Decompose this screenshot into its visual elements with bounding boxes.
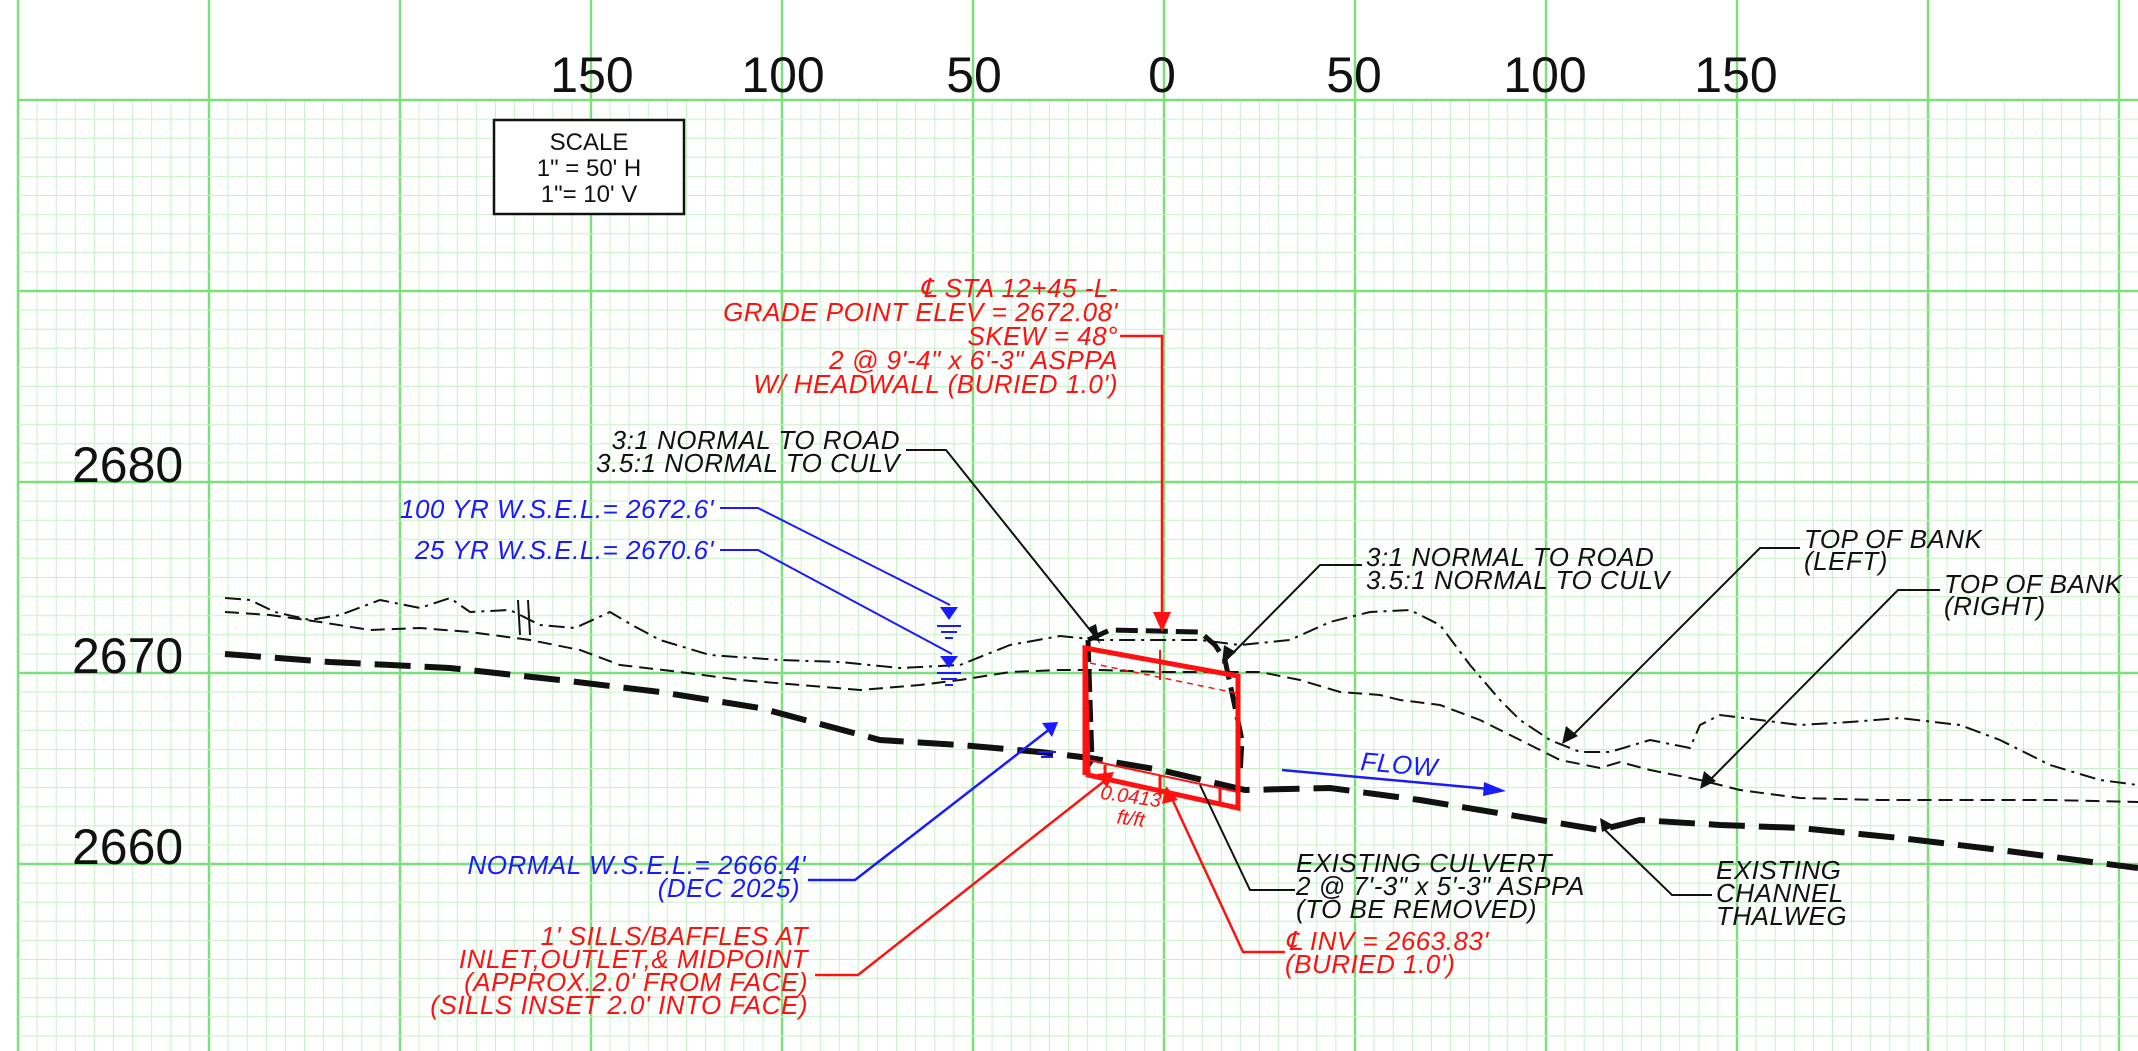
x-tick-label: 50 — [1326, 47, 1382, 103]
x-tick-label: 100 — [741, 47, 824, 103]
scale-vertical: 1"= 10' V — [541, 181, 638, 208]
invert-buried: (BURIED 1.0') — [1285, 949, 1455, 979]
slope-units: ft/ft — [1116, 806, 1148, 832]
scale-title: SCALE — [550, 129, 629, 156]
normal-wsel-note: NORMAL W.S.E.L.= 2666.4' (DEC 2025) — [468, 850, 807, 903]
sills-line-3: (APPROX.2.0' FROM FACE) — [464, 967, 808, 997]
thalweg-line-3: THALWEG — [1716, 901, 1847, 931]
grade-point-culvert-size: 2 @ 9'-4" x 6'-3" ASPPA — [828, 345, 1118, 375]
top-of-bank-left-line — [224, 596, 2138, 786]
x-tick-label: 0 — [1148, 47, 1176, 103]
x-tick-label: 50 — [946, 47, 1002, 103]
grade-point-note: ℄ STA 12+45 -L- GRADE POINT ELEV = 2672.… — [723, 273, 1118, 399]
top-of-bank-right-line — [224, 611, 2138, 803]
grid — [16, 0, 2138, 1051]
existing-culvert-note: EXISTING CULVERT 2 @ 7'-3" x 5'-3" ASPPA… — [1295, 848, 1585, 924]
normal-wsel-value: NORMAL W.S.E.L.= 2666.4' — [468, 850, 807, 880]
top-of-bank-left-title: TOP OF BANK — [1804, 524, 1984, 554]
existing-culvert-size: 2 @ 7'-3" x 5'-3" ASPPA — [1295, 871, 1585, 901]
sills-line-2: INLET,OUTLET,& MIDPOINT — [459, 944, 810, 974]
top-of-bank-left-note: TOP OF BANK (LEFT) — [1804, 524, 1984, 576]
invert-note: ℄ INV = 2663.83' (BURIED 1.0') — [1285, 926, 1489, 979]
top-of-bank-right-note: TOP OF BANK (RIGHT) — [1944, 569, 2124, 621]
y-tick-label: 2680 — [72, 437, 183, 493]
water-surface-symbols — [937, 607, 1056, 758]
grade-point-elevation: GRADE POINT ELEV = 2672.08' — [723, 297, 1118, 327]
existing-culvert-status: (TO BE REMOVED) — [1296, 894, 1537, 924]
grade-point-headwall: W/ HEADWALL (BURIED 1.0') — [753, 369, 1118, 399]
wsel-25-year: 25 YR W.S.E.L.= 2670.6' — [414, 535, 715, 565]
top-of-bank-right-title: TOP OF BANK — [1944, 569, 2124, 599]
normal-wsel-date: (DEC 2025) — [658, 873, 800, 903]
slope-left-culv: 3.5:1 NORMAL TO CULV — [596, 448, 902, 478]
invert-elevation: ℄ INV = 2663.83' — [1285, 926, 1489, 956]
sills-line-1: 1' SILLS/BAFFLES AT — [541, 921, 810, 951]
ground-lines — [224, 596, 2138, 871]
x-tick-label: 100 — [1503, 47, 1586, 103]
grade-point-station: ℄ STA 12+45 -L- — [920, 273, 1118, 303]
top-of-bank-left-side: (LEFT) — [1804, 546, 1888, 576]
y-axis-labels: 2680 2670 2660 — [72, 437, 183, 875]
thalweg-line-2: CHANNEL — [1716, 878, 1844, 908]
sills-note: 1' SILLS/BAFFLES AT INLET,OUTLET,& MIDPO… — [430, 921, 809, 1020]
slope-right-road: 3:1 NORMAL TO ROAD — [1366, 542, 1654, 572]
slope-right-note: 3:1 NORMAL TO ROAD 3.5:1 NORMAL TO CULV — [1366, 542, 1672, 595]
slope-right-culv: 3.5:1 NORMAL TO CULV — [1366, 565, 1672, 595]
x-tick-label: 150 — [1694, 47, 1777, 103]
wsel-100-year: 100 YR W.S.E.L.= 2672.6' — [400, 494, 715, 524]
flow-label: FLOW — [1359, 746, 1440, 783]
y-tick-label: 2660 — [72, 819, 183, 875]
thalweg-note: EXISTING CHANNEL THALWEG — [1716, 855, 1847, 931]
top-of-bank-right-side: (RIGHT) — [1944, 591, 2046, 621]
scale-box: SCALE 1" = 50' H 1"= 10' V — [492, 118, 686, 216]
scale-horizontal: 1" = 50' H — [537, 155, 642, 182]
slope-left-road: 3:1 NORMAL TO ROAD — [612, 425, 900, 455]
channel-thalweg-line — [224, 651, 2138, 871]
y-tick-label: 2670 — [72, 628, 183, 684]
x-axis-labels: 150 100 50 0 50 100 150 — [550, 47, 1777, 103]
x-tick-label: 150 — [550, 47, 633, 103]
leader-lines — [720, 334, 1940, 977]
grade-point-skew: SKEW = 48° — [967, 321, 1118, 351]
sills-line-4: (SILLS INSET 2.0' INTO FACE) — [430, 990, 808, 1020]
slope-left-note: 3:1 NORMAL TO ROAD 3.5:1 NORMAL TO CULV — [596, 425, 902, 478]
thalweg-line-1: EXISTING — [1716, 855, 1841, 885]
existing-culvert-title: EXISTING CULVERT — [1296, 848, 1554, 878]
